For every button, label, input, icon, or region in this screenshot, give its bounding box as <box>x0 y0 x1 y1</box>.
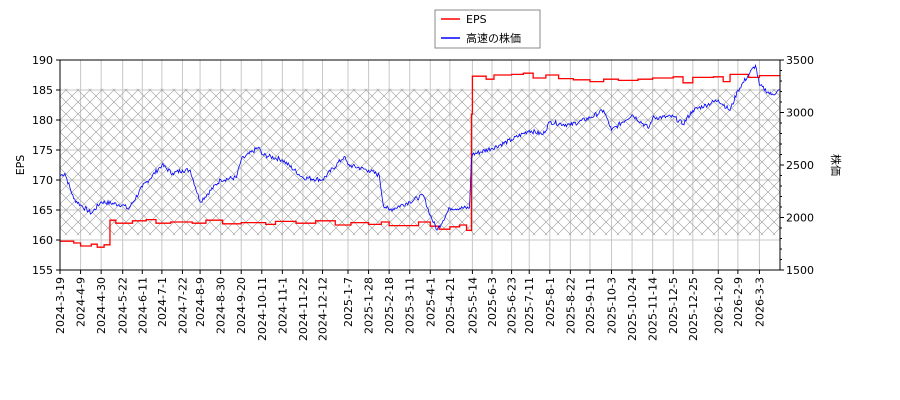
x-tick-label: 2025-11-14 <box>647 277 660 341</box>
right-tick-label: 3500 <box>786 54 814 67</box>
right-tick-label: 1500 <box>786 264 814 277</box>
x-tick-label: 2024-10-11 <box>256 277 269 341</box>
x-tick-label: 2025-1-7 <box>342 277 355 327</box>
x-tick-label: 2026-2-9 <box>732 277 745 327</box>
x-tick-label: 2024-9-20 <box>235 277 248 334</box>
x-tick-label: 2024-5-22 <box>117 277 130 334</box>
x-tick-label: 2024-11-1 <box>276 277 289 334</box>
x-tick-label: 2025-4-1 <box>424 277 437 327</box>
x-tick-label: 2025-1-28 <box>363 277 376 334</box>
x-tick-label: 2025-5-14 <box>466 277 479 334</box>
x-tick-label: 2025-9-11 <box>584 277 597 334</box>
left-tick-label: 170 <box>32 174 53 187</box>
x-tick-label: 2024-4-9 <box>75 277 88 327</box>
x-tick-label: 2025-3-11 <box>404 277 417 334</box>
x-tick-label: 2024-7-22 <box>176 277 189 334</box>
series-line-price <box>60 63 780 231</box>
legend-label-eps: EPS <box>466 13 487 26</box>
x-tick-label: 2025-2-18 <box>383 277 396 334</box>
x-tick-label: 2025-4-21 <box>444 277 457 334</box>
x-tick-label: 2025-7-11 <box>523 277 536 334</box>
x-tick-label: 2024-3-19 <box>54 277 67 334</box>
left-tick-label: 175 <box>32 144 53 157</box>
x-tick-label: 2025-8-22 <box>564 277 577 334</box>
x-tick-label: 2024-4-30 <box>95 277 108 334</box>
left-axis-label: EPS <box>14 155 27 176</box>
left-tick-label: 165 <box>32 204 53 217</box>
left-tick-label: 155 <box>32 264 53 277</box>
x-tick-label: 2025-12-25 <box>687 277 700 341</box>
x-tick-label: 2024-8-30 <box>215 277 228 334</box>
right-tick-label: 3000 <box>786 107 814 120</box>
x-tick-label: 2025-6-3 <box>486 277 499 327</box>
x-tick-label: 2025-12-5 <box>667 277 680 334</box>
x-tick-label: 2024-11-22 <box>297 277 310 341</box>
x-tick-label: 2025-6-23 <box>506 277 519 334</box>
legend-label-price: 高速の株価 <box>466 31 521 45</box>
x-tick-label: 2025-10-24 <box>626 277 639 341</box>
x-tick-label: 2025-10-3 <box>606 277 619 334</box>
series-line-eps <box>60 72 780 248</box>
left-tick-label: 160 <box>32 234 53 247</box>
right-tick-label: 2000 <box>786 212 814 225</box>
x-tick-label: 2026-1-20 <box>712 277 725 334</box>
x-tick-label: 2025-8-1 <box>544 277 557 327</box>
x-tick-label: 2024-6-11 <box>136 277 149 334</box>
left-tick-label: 190 <box>32 54 53 67</box>
x-tick-label: 2024-7-1 <box>156 277 169 327</box>
legend: EPS 高速の株価 <box>434 9 541 49</box>
x-tick-label: 2026-3-3 <box>753 277 766 327</box>
left-tick-label: 185 <box>32 84 53 97</box>
shaded-range <box>60 88 780 236</box>
right-axis-label: 株価 <box>829 154 843 176</box>
x-tick-label: 2024-8-9 <box>194 277 207 327</box>
left-tick-label: 180 <box>32 114 53 127</box>
right-tick-label: 2500 <box>786 159 814 172</box>
x-tick-label: 2024-12-12 <box>317 277 330 341</box>
